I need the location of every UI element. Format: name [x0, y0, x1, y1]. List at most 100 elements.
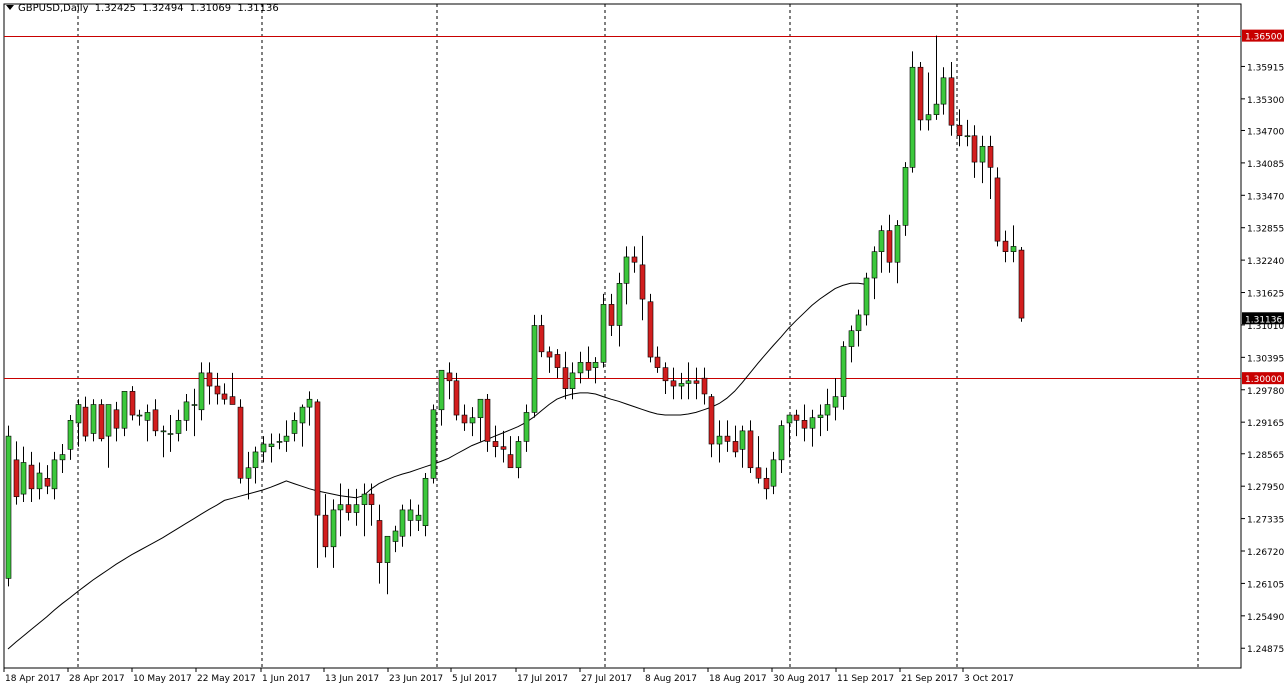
bear-candle	[446, 372, 453, 382]
bull-candle	[245, 467, 252, 479]
bull-candle	[786, 414, 793, 424]
bull-candle	[832, 396, 839, 408]
bull-candle	[291, 420, 298, 434]
time-tick-label: 11 Sep 2017	[837, 674, 894, 684]
ohlc-open: 1.32425	[94, 3, 137, 14]
bear-candle	[647, 301, 654, 358]
bull-candle	[817, 414, 824, 418]
bear-candle	[956, 124, 963, 137]
bull-candle	[283, 435, 290, 442]
bull-candle	[716, 435, 723, 445]
price-tick-label: 1.27335	[1247, 516, 1284, 526]
bull-candle	[392, 530, 399, 542]
time-tick-label: 5 Jul 2017	[452, 674, 497, 684]
bear-candle	[1002, 240, 1009, 252]
bull-candle	[940, 77, 947, 105]
price-tick-label: 1.25490	[1247, 613, 1284, 623]
bear-candle	[461, 414, 468, 424]
bull-candle	[121, 391, 128, 429]
bear-candle	[724, 435, 731, 442]
bull-candle	[902, 167, 909, 226]
time-tick-label: 27 Jul 2017	[581, 674, 632, 684]
bear-candle	[793, 414, 800, 421]
bull-candle	[198, 372, 205, 411]
bear-candle	[662, 367, 669, 382]
time-tick-label: 8 Aug 2017	[645, 674, 697, 684]
horizontal-levels	[4, 36, 1241, 379]
bull-candle	[191, 404, 198, 406]
bear-candle	[376, 520, 383, 563]
symbol-label: GBPUSD,Daily	[18, 3, 89, 14]
moving-average-line	[7, 282, 867, 650]
time-tick-label: 3 Oct 2017	[964, 674, 1014, 684]
bull-candle	[477, 398, 484, 418]
bear-candle	[948, 77, 955, 126]
bull-candle	[894, 225, 901, 263]
bear-candle	[701, 377, 708, 395]
bull-candle	[685, 380, 692, 384]
time-tick-label: 18 Aug 2017	[709, 674, 767, 684]
time-tick-label: 28 Apr 2017	[69, 674, 125, 684]
bull-candle	[469, 417, 476, 424]
bull-candle	[855, 314, 862, 332]
bull-candle	[577, 362, 584, 374]
bull-candle	[175, 420, 182, 434]
candles	[5, 35, 1025, 595]
chevron-down-icon[interactable]	[6, 5, 14, 10]
bull-candle	[600, 304, 607, 363]
time-tick-label: 17 Jul 2017	[517, 674, 568, 684]
bear-candle	[917, 66, 924, 121]
time-tick-label: 18 Apr 2017	[5, 674, 61, 684]
ohlc-close: 1.31136	[237, 3, 279, 14]
bear-candle	[538, 325, 545, 353]
bull-candle	[871, 251, 878, 279]
bear-candle	[987, 145, 994, 168]
bull-candle	[422, 477, 429, 527]
price-tick-label: 1.29780	[1247, 387, 1284, 397]
price-tick-label: 1.31010	[1247, 322, 1284, 332]
bear-candle	[585, 362, 592, 371]
bear-candle	[608, 304, 615, 326]
time-tick-label: 1 Jun 2017	[262, 674, 310, 684]
grid-lines	[3, 3, 1242, 669]
bear-candle	[801, 420, 808, 429]
bear-candle	[755, 467, 762, 479]
bear-candle	[206, 372, 213, 387]
bull-candle	[909, 66, 916, 168]
bull-candle	[407, 509, 414, 521]
moving-average	[7, 282, 867, 650]
bear-candle	[492, 441, 499, 447]
bear-candle	[747, 430, 754, 469]
bear-candle	[631, 256, 638, 263]
bear-candle	[654, 356, 661, 368]
time-tick-label: 10 May 2017	[133, 674, 192, 684]
bull-candle	[268, 443, 275, 447]
current-price-label: 1.31136	[1245, 315, 1282, 325]
time-tick-label: 30 Aug 2017	[773, 674, 831, 684]
bull-candle	[353, 504, 360, 513]
bull-candle	[515, 441, 522, 469]
bear-candle	[129, 391, 136, 416]
bear-candle	[886, 230, 893, 263]
bear-candle	[693, 380, 700, 384]
bull-candle	[36, 472, 43, 490]
bull-candle	[1010, 246, 1017, 252]
bull-candle	[75, 404, 82, 424]
bull-candle	[979, 145, 986, 163]
price-tick-label: 1.26720	[1247, 548, 1284, 558]
bull-candle	[523, 412, 530, 442]
bear-candle	[44, 477, 51, 487]
bear-candle	[314, 401, 321, 516]
price-tick-label: 1.24875	[1247, 645, 1284, 655]
bear-candle	[237, 406, 244, 479]
bear-candle	[113, 409, 120, 429]
level-tag-label: 1.36500	[1245, 33, 1282, 43]
bear-candle	[546, 351, 553, 358]
bull-candle	[415, 514, 422, 521]
bull-candle	[531, 325, 538, 413]
price-tick-label: 1.33470	[1247, 192, 1284, 202]
bear-candle	[1018, 249, 1025, 319]
bull-candle	[569, 372, 576, 389]
bull-candle	[183, 401, 190, 421]
